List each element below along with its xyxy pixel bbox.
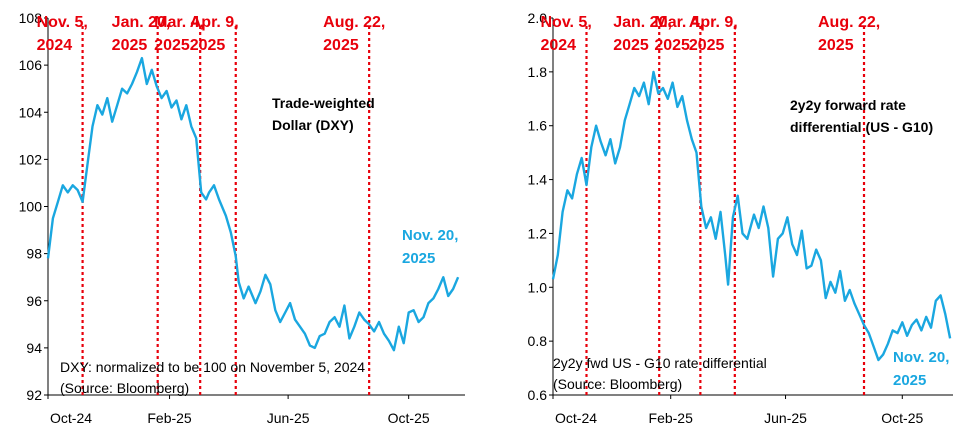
rate-differential-chart: 0.6 0.8 1.0 1.2 1.4 1.6 1.8 2.0 Oct-24 Feb-25 Jun-… [528, 10, 953, 426]
y-tick-label: 1.4 [528, 172, 548, 188]
x-tick-label: Oct-25 [388, 410, 430, 426]
event-label: Jan. 20, 2025 [613, 14, 672, 54]
x-tick-label: Oct-25 [881, 410, 923, 426]
dxy-chart: 92 94 96 98 100 102 104 106 108 Oct-24 Feb-25 Jun-2… [19, 10, 465, 426]
event-label: Nov. 5, 2024 [37, 14, 88, 54]
chart-annotation: Trade-weighted Dollar (DXY) [272, 95, 375, 133]
y-tick-label: 2.0 [528, 10, 548, 26]
y-tick-label: 94 [26, 340, 42, 356]
y-tick-label: 98 [26, 246, 42, 262]
series-line [551, 70, 952, 362]
event-label: Mar. 4, 2025 [654, 14, 704, 54]
event-label: Jan. 20, 2025 [112, 14, 171, 54]
y-tick-label: 104 [19, 104, 43, 120]
x-tick-label: Feb-25 [649, 410, 694, 426]
y-tick-label: 1.6 [528, 118, 548, 134]
chart-annotation: 2y2y forward rate differential (US - G10) [790, 97, 933, 135]
x-tick-label: Jun-25 [267, 410, 310, 426]
y-tick-label: 92 [26, 387, 42, 403]
event-label: Mar. 4, 2025 [154, 14, 204, 54]
event-label: Aug. 22, 2025 [818, 14, 880, 54]
y-tick-label: 106 [19, 57, 43, 73]
x-tick-label: Jun-25 [764, 410, 807, 426]
last-value-label: Nov. 20, 2025 [893, 349, 949, 389]
event-label: Apr. 9, 2025 [190, 14, 239, 54]
x-tick-label: Feb-25 [147, 410, 192, 426]
y-tick-label: 108 [19, 10, 43, 26]
y-tick-label: 1.0 [528, 279, 548, 295]
event-label: Nov. 5, 2024 [540, 14, 591, 54]
y-tick-label: 0.8 [528, 333, 548, 349]
event-label: Apr. 9, 2025 [689, 14, 738, 54]
source-note: DXY: normalized to be 100 on November 5,… [60, 359, 365, 396]
event-label: Aug. 22, 2025 [323, 14, 385, 54]
y-tick-label: 96 [26, 293, 42, 309]
y-tick-label: 100 [19, 199, 43, 215]
y-tick-label: 0.6 [528, 387, 548, 403]
source-note: 2y2y fwd US - G10 rate differential (Sour… [553, 355, 767, 392]
y-tick-label: 1.8 [528, 64, 548, 80]
last-value-label: Nov. 20, 2025 [402, 227, 458, 267]
x-tick-label: Oct-24 [50, 410, 92, 426]
x-tick-label: Oct-24 [555, 410, 597, 426]
y-tick-label: 102 [19, 151, 43, 167]
y-tick-label: 1.2 [528, 225, 548, 241]
series-line [46, 56, 460, 352]
